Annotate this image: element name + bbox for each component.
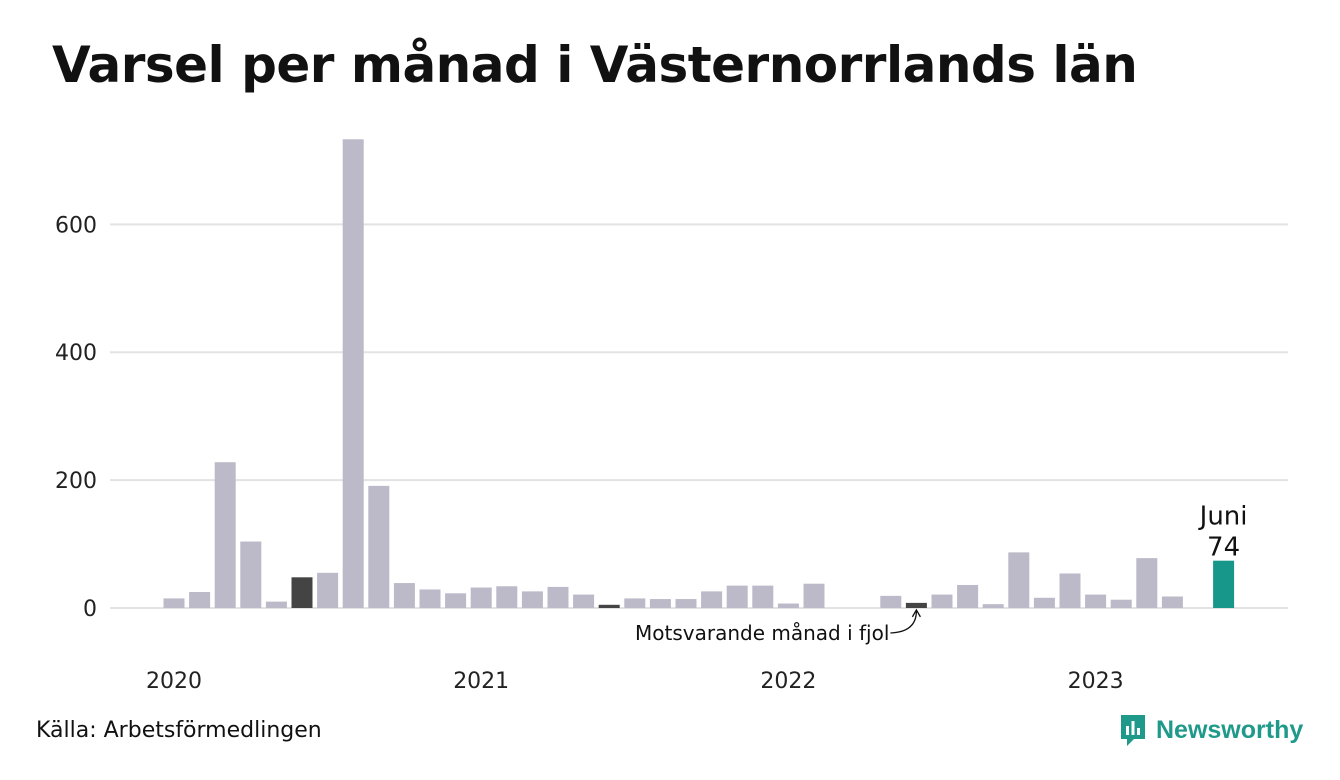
y-axis-ticks: 0 200 400 600 [55,213,97,622]
bar [880,595,902,608]
newsworthy-logo-icon [1121,715,1145,746]
bar [649,599,671,608]
bar [1033,597,1055,608]
bar-highlight [1213,560,1235,608]
bar [701,591,723,608]
bar [470,587,492,608]
bar [265,601,287,608]
gridlines [110,223,1288,609]
bar [1008,552,1030,608]
annotation-arrowhead [911,608,921,618]
annotation-text: Motsvarande månad i fjol [635,621,889,645]
bar [982,604,1004,608]
bar [393,583,415,608]
bar [445,593,467,608]
bar [777,603,799,608]
y-tick-label: 600 [55,213,97,238]
highlight-value-label: 74 [1207,533,1240,563]
bar [317,572,339,608]
bar [189,592,211,608]
highlight-month-label: Juni [1198,502,1248,532]
bar [419,589,441,608]
bar [368,485,390,608]
bar [624,598,646,608]
bar [1085,594,1107,608]
bar [163,598,185,608]
y-tick-label: 200 [55,469,97,494]
bar [521,591,543,608]
brand-logo: Newsworthy [1118,712,1303,748]
x-year-label: 2021 [453,669,509,694]
bar [547,586,569,608]
bar [1059,573,1081,608]
bar [675,599,697,608]
bar-same-month-last-year [291,577,313,608]
annotation-arrow [890,610,918,634]
bar [957,584,979,608]
x-year-label: 2020 [146,669,202,694]
bar [931,594,953,608]
x-axis-year-labels: 2020 2021 2022 2023 [146,669,1124,694]
bar [496,586,518,608]
bars [163,139,1235,608]
x-year-label: 2023 [1068,669,1124,694]
bar [1136,558,1158,608]
bar [803,583,825,608]
bar [573,594,595,608]
y-tick-label: 0 [83,597,97,622]
bar-same-month-last-year [905,602,927,608]
brand-name: Newsworthy [1156,715,1304,744]
bar [726,585,748,608]
bar-same-month-last-year [598,604,620,608]
y-tick-label: 400 [55,341,97,366]
chart-title: Varsel per månad i Västernorrlands län [52,36,1138,94]
bar [342,139,364,608]
bar [1110,599,1132,608]
bar [752,585,774,608]
source-note: Källa: Arbetsförmedlingen [36,718,322,743]
bar [214,462,236,608]
bar [240,541,262,608]
bar [1161,596,1183,608]
x-year-label: 2022 [760,669,816,694]
